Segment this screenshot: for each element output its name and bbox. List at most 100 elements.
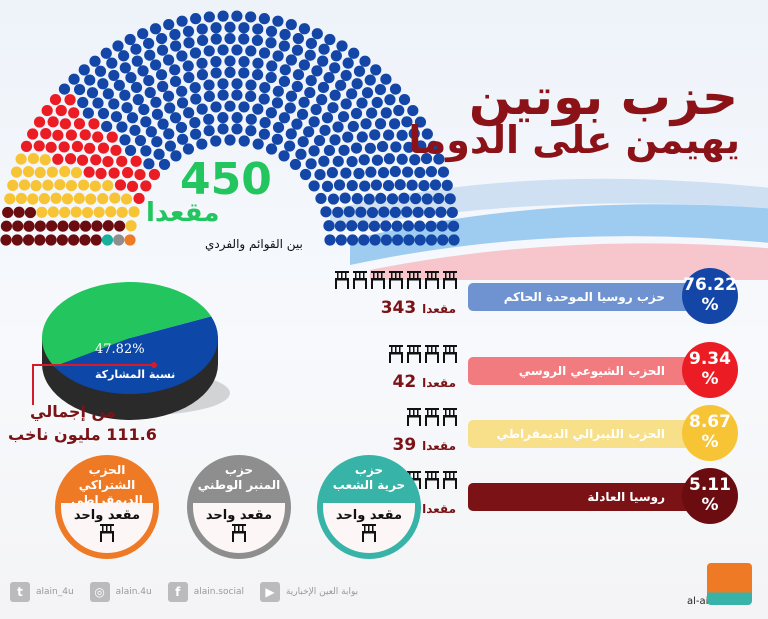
party-title1: الحزب [88,463,126,477]
seat [333,179,346,191]
seat [112,40,124,52]
seat [126,180,139,192]
seat [122,167,134,179]
seat [402,220,414,232]
seat [245,11,257,23]
party-percent-circle: 8.67% [682,405,738,461]
seat [68,220,80,232]
seat [0,220,13,232]
seat [374,118,387,130]
seat [335,79,347,91]
seats-count: 42 [392,372,417,392]
seat [140,145,152,157]
seat [414,234,426,246]
seat [82,107,94,119]
seat [134,168,146,181]
seat [217,123,229,135]
seat [145,126,157,138]
seat [388,118,401,130]
chair-icon [406,407,422,431]
seat [425,234,438,246]
seat [285,54,298,66]
seat [427,140,440,152]
seat [59,165,71,178]
pie-slice [42,282,212,367]
seat [27,193,39,205]
twitter-icon[interactable]: t [10,582,30,602]
seat [71,140,84,153]
seat [366,206,379,219]
party-title2: حرية الشعب [332,478,406,492]
seat [56,234,68,246]
party-percent: 9.34 [689,349,731,369]
seat [224,66,236,78]
seat [210,22,222,34]
seat [375,192,387,205]
youtube-channel[interactable]: بوابة العين الإخبارية [285,587,359,597]
seat [265,107,277,119]
seat [332,206,344,218]
facebook-handle[interactable]: alain.social [193,587,244,597]
youtube-icon[interactable]: ▶ [259,582,280,602]
seat [39,154,51,166]
seat [311,65,323,77]
chair-icon [231,524,247,547]
seat [119,62,131,74]
instagram-handle[interactable]: alain.4u [115,587,152,597]
seat [210,135,222,147]
seat [119,89,131,101]
seat [73,192,85,205]
chair-icon [352,270,368,294]
seat [190,13,202,25]
seat [52,153,64,165]
seat [295,148,307,160]
seat [314,168,326,181]
seat [351,78,363,90]
seat [97,142,110,154]
seat [144,49,156,61]
seat [162,90,175,102]
seat [380,107,392,119]
seat [73,83,86,96]
voters-line1: من إجمالي [30,402,116,421]
seat [231,10,243,22]
party-percent: 76.22 [683,275,737,295]
seat [238,33,250,45]
seat [61,193,74,205]
seat [157,118,169,130]
seat [340,69,352,82]
seat [140,116,152,128]
instagram-icon[interactable]: ◎ [89,582,110,602]
seat [100,47,112,59]
seat [13,206,25,218]
seat [169,112,182,124]
seat [52,129,64,141]
seat [278,150,290,162]
seat [316,94,328,106]
seat [182,60,194,72]
seat [189,47,202,59]
callout-line [32,362,157,405]
seat [335,234,347,246]
seat [298,59,310,71]
seat [252,103,264,115]
seat [134,134,147,147]
seat [196,57,208,69]
seat [389,206,401,219]
seat [2,206,14,219]
seat [360,118,372,130]
chair-icon [424,470,440,494]
seat [64,153,77,165]
twitter-handle[interactable]: alain_4u [36,587,74,597]
seat [177,133,189,145]
seat [92,131,104,143]
seat [278,75,291,88]
facebook-icon[interactable]: f [167,582,188,602]
seat [245,125,257,137]
seat [46,220,58,232]
seat [383,129,395,141]
seat [370,179,382,191]
seat [338,144,350,156]
seats-note: بين القوائم والفردي [205,237,303,251]
seat [124,144,137,157]
